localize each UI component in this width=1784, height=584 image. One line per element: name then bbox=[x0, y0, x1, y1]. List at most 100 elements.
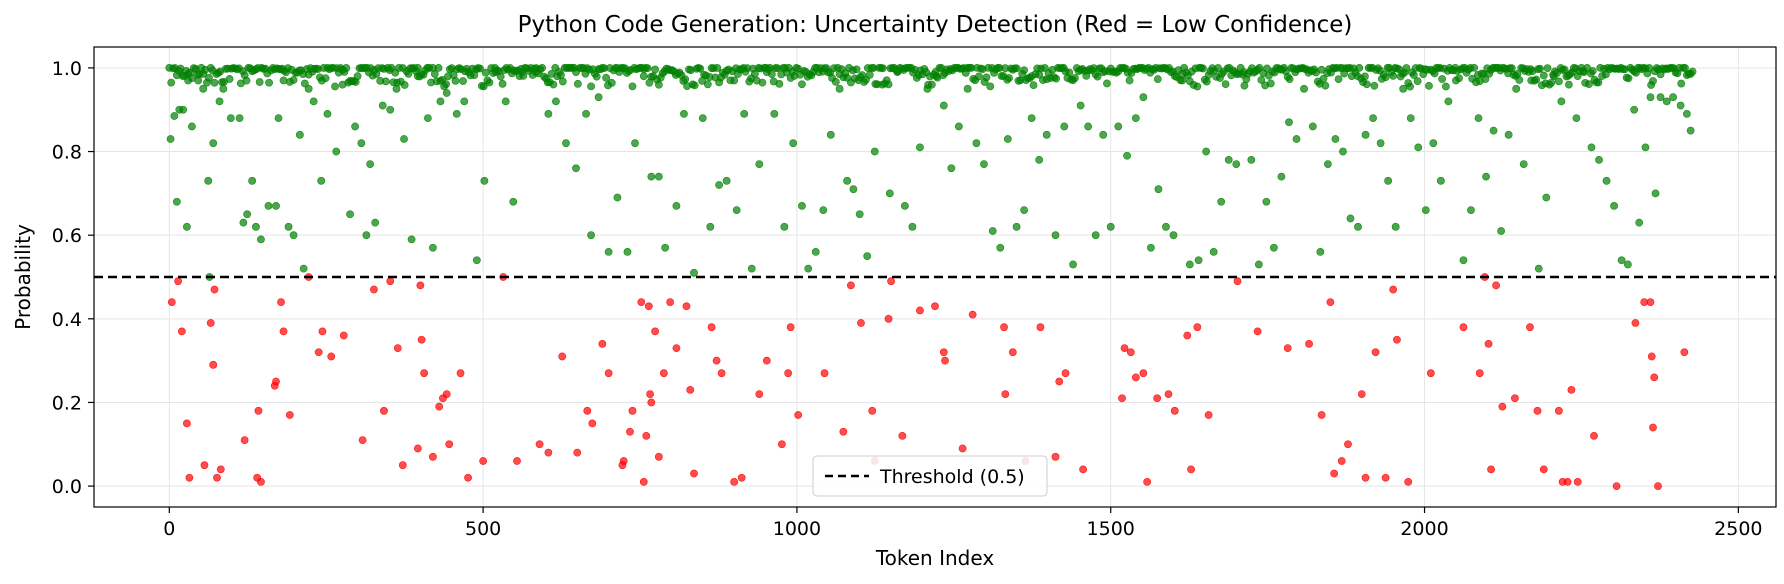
low-confidence-point bbox=[690, 469, 698, 478]
high-confidence-point bbox=[900, 202, 909, 210]
high-confidence-point bbox=[672, 202, 681, 210]
legend-threshold-label: Threshold (0.5) bbox=[879, 466, 1025, 488]
high-confidence-point bbox=[613, 193, 622, 202]
high-confidence-point bbox=[1497, 227, 1506, 235]
high-confidence-point bbox=[1630, 105, 1639, 114]
high-confidence-point bbox=[235, 114, 244, 122]
high-confidence-point bbox=[758, 78, 767, 87]
high-confidence-point bbox=[1543, 64, 1552, 73]
low-confidence-point bbox=[682, 302, 691, 311]
grid-lines bbox=[94, 47, 1776, 507]
high-confidence-point bbox=[226, 114, 235, 122]
high-confidence-point bbox=[1202, 147, 1211, 156]
high-confidence-point bbox=[1308, 122, 1317, 131]
low-confidence-point bbox=[216, 465, 225, 474]
high-confidence-point bbox=[826, 130, 835, 139]
high-confidence-point bbox=[811, 248, 820, 256]
high-confidence-point bbox=[239, 218, 248, 227]
low-confidence-point bbox=[1554, 406, 1563, 415]
low-confidence-point bbox=[435, 402, 444, 411]
high-confidence-point bbox=[954, 122, 963, 131]
high-confidence-point bbox=[572, 164, 580, 173]
low-confidence-point bbox=[1143, 478, 1152, 486]
high-confidence-point bbox=[407, 235, 416, 244]
high-confidence-point bbox=[1139, 93, 1148, 102]
high-confidence-point bbox=[1370, 81, 1379, 90]
x-tick-label: 1500 bbox=[1087, 518, 1135, 540]
high-confidence-point bbox=[442, 89, 451, 97]
high-confidence-point bbox=[798, 80, 806, 89]
high-confidence-point bbox=[274, 114, 283, 122]
low-confidence-point bbox=[393, 344, 402, 352]
high-confidence-point bbox=[870, 147, 879, 156]
high-confidence-point bbox=[855, 210, 864, 219]
high-confidence-point bbox=[1402, 64, 1411, 72]
high-confidence-point bbox=[1399, 84, 1408, 93]
high-confidence-point bbox=[879, 64, 887, 73]
low-confidence-point bbox=[1170, 406, 1179, 415]
high-confidence-point bbox=[1406, 82, 1415, 91]
low-confidence-point bbox=[182, 419, 191, 428]
low-confidence-point bbox=[939, 348, 948, 357]
high-confidence-point bbox=[1003, 135, 1012, 143]
high-confidence-point bbox=[1114, 122, 1123, 131]
high-confidence-point bbox=[476, 64, 484, 73]
high-confidence-point bbox=[481, 68, 490, 77]
high-confidence-point bbox=[740, 110, 749, 118]
high-confidence-point bbox=[1369, 114, 1377, 122]
high-confidence-point bbox=[434, 64, 443, 72]
low-confidence-point bbox=[588, 419, 597, 428]
low-confidence-point bbox=[1650, 373, 1659, 382]
high-confidence-point bbox=[1162, 222, 1170, 231]
low-confidence-point bbox=[1563, 478, 1572, 486]
high-confidence-point bbox=[279, 76, 288, 85]
high-confidence-point bbox=[1688, 67, 1697, 76]
high-confidence-point bbox=[498, 79, 507, 88]
low-confidence-point bbox=[637, 298, 646, 306]
high-confidence-point bbox=[194, 76, 203, 85]
x-axis: 0 500 1000 1500 2000 2500 bbox=[163, 507, 1763, 540]
high-confidence-point bbox=[1467, 206, 1475, 214]
high-confidence-point bbox=[628, 82, 637, 91]
low-confidence-point bbox=[1001, 390, 1010, 398]
high-confidence-point bbox=[1413, 77, 1422, 86]
high-confidence-point bbox=[544, 110, 553, 118]
low-confidence-point bbox=[730, 478, 739, 486]
high-confidence-point bbox=[1194, 256, 1203, 265]
chart-title: Python Code Generation: Uncertainty Dete… bbox=[518, 12, 1353, 38]
high-confidence-point bbox=[413, 72, 422, 81]
low-confidence-point bbox=[639, 478, 648, 486]
y-axis: 0.0 0.2 0.4 0.6 0.8 1.0 bbox=[52, 58, 94, 498]
high-confidence-point bbox=[1331, 135, 1340, 143]
high-confidence-point bbox=[332, 147, 341, 156]
low-confidence-point bbox=[1511, 394, 1519, 403]
high-confidence-point bbox=[1646, 93, 1655, 102]
high-confidence-point bbox=[289, 76, 298, 84]
high-confidence-point bbox=[1572, 114, 1581, 122]
low-confidence-point bbox=[1612, 482, 1621, 490]
low-confidence-point bbox=[1305, 340, 1313, 348]
high-confidence-point bbox=[225, 75, 234, 83]
high-confidence-point bbox=[351, 122, 359, 131]
low-confidence-point bbox=[1120, 344, 1129, 352]
high-confidence-point bbox=[885, 189, 894, 198]
high-confidence-point bbox=[1624, 74, 1633, 83]
x-tick-label: 2500 bbox=[1714, 518, 1762, 540]
low-confidence-point bbox=[737, 473, 746, 482]
high-confidence-point bbox=[706, 222, 715, 231]
high-confidence-point bbox=[509, 197, 518, 206]
plot-frame bbox=[93, 46, 1777, 508]
high-confidence-point bbox=[338, 80, 347, 89]
high-confidence-point bbox=[485, 78, 494, 87]
high-confidence-point bbox=[423, 114, 432, 122]
high-confidence-point bbox=[491, 68, 500, 76]
high-confidence-point bbox=[386, 105, 395, 114]
high-confidence-point bbox=[1221, 80, 1230, 88]
low-confidence-point bbox=[868, 406, 877, 415]
high-confidence-point bbox=[1635, 218, 1644, 227]
low-confidence-point bbox=[177, 327, 186, 336]
high-confidence-point bbox=[1060, 122, 1069, 131]
x-tick-label: 2000 bbox=[1400, 518, 1448, 540]
low-confidence-point bbox=[445, 440, 454, 449]
low-confidence-point bbox=[535, 440, 544, 449]
